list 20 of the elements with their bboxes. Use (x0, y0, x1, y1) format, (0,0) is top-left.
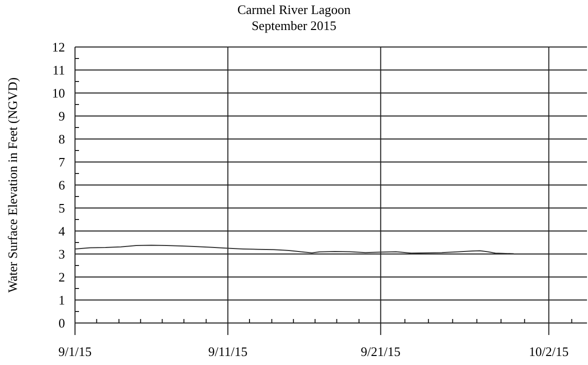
y-tick-label: 11 (52, 62, 65, 78)
y-tick-label: 5 (58, 200, 65, 216)
y-tick-label: 8 (58, 132, 65, 147)
chart-title: Carmel River Lagoon (237, 2, 352, 17)
y-tick-label: 7 (58, 154, 66, 170)
y-tick-label: 0 (58, 316, 65, 331)
x-tick-label: 9/21/15 (360, 344, 401, 359)
x-tick-label: 9/1/15 (58, 344, 92, 359)
y-tick-label: 9 (58, 108, 65, 124)
y-tick-label: 2 (58, 270, 65, 285)
y-tick-label: 1 (58, 292, 65, 308)
y-tick-label: 10 (52, 86, 65, 101)
y-axis-title: Water Surface Elevation in Feet (NGVD) (5, 77, 20, 293)
y-tick-label: 6 (58, 178, 66, 193)
x-tick-label: 9/11/15 (208, 344, 248, 359)
chart-subtitle: September 2015 (252, 18, 336, 33)
y-tick-label: 3 (58, 246, 65, 262)
y-tick-label: 12 (52, 40, 65, 55)
x-tick-label: 10/2/15 (528, 344, 569, 359)
y-tick-label: 4 (58, 224, 66, 239)
